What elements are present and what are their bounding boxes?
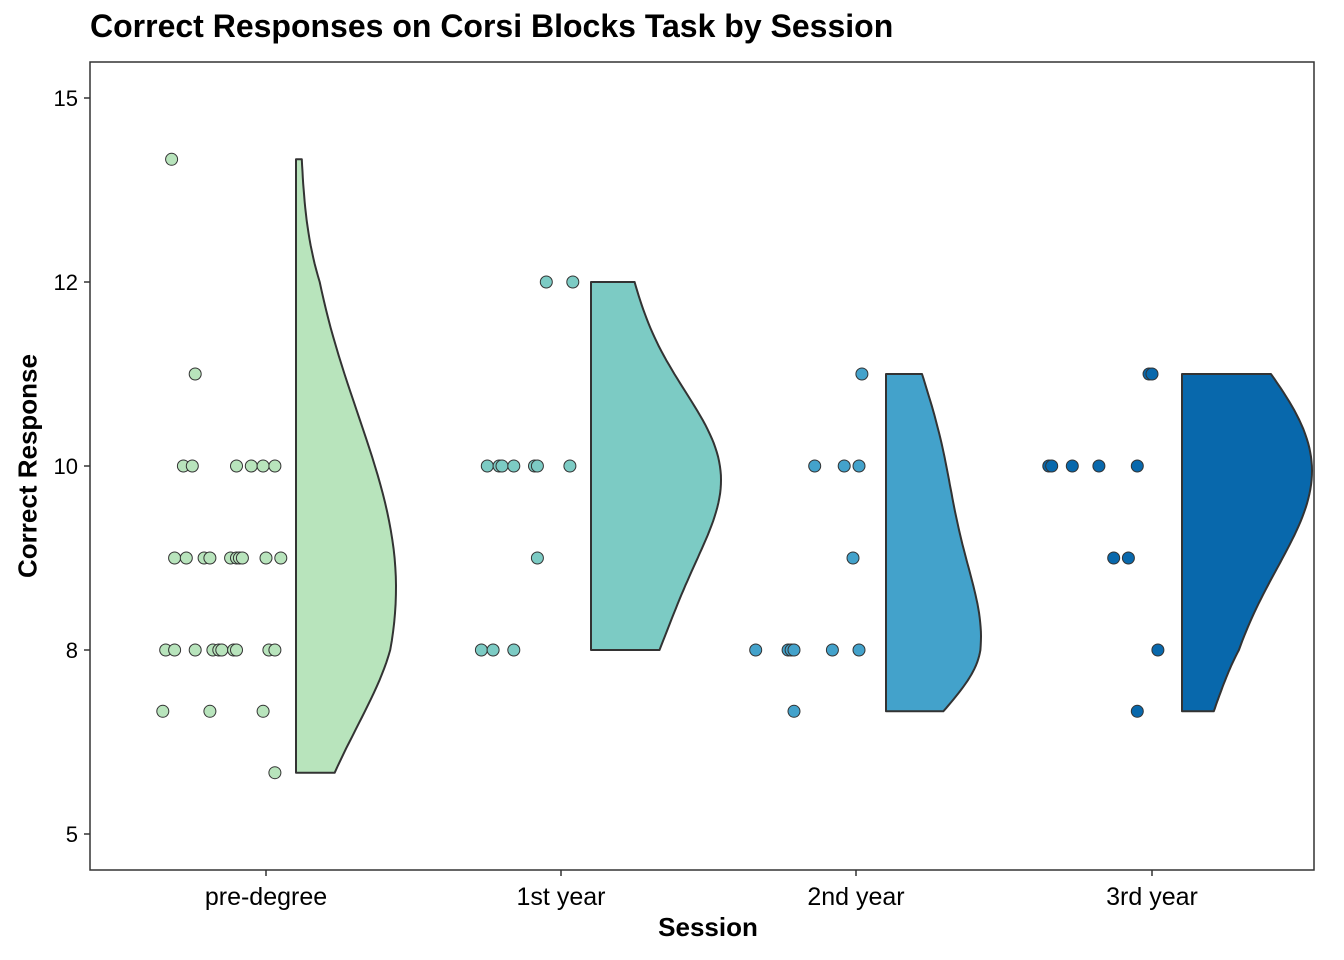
data-point <box>168 643 182 657</box>
data-point <box>749 643 763 657</box>
data-point <box>474 643 488 657</box>
y-tick-label: 10 <box>54 454 78 479</box>
data-point <box>230 643 243 657</box>
data-point <box>188 643 202 657</box>
y-axis: 5 8 10 12 15 <box>54 86 90 847</box>
data-point <box>507 459 521 473</box>
data-point <box>1107 551 1121 565</box>
data-point <box>179 551 193 565</box>
data-point <box>256 704 270 718</box>
data-point <box>256 459 270 473</box>
data-point <box>165 152 179 166</box>
y-tick-label: 8 <box>66 638 78 663</box>
data-point <box>230 459 243 473</box>
x-tick-label: 3rd year <box>1106 883 1198 911</box>
data-point <box>787 704 801 718</box>
data-point <box>268 459 282 473</box>
x-axis: pre-degree 1st year 2nd year 3rd year <box>205 870 1198 911</box>
data-point <box>855 367 869 381</box>
data-point <box>1065 459 1079 473</box>
x-tick-label: 2nd year <box>807 883 904 911</box>
data-point <box>244 459 258 473</box>
chart-title: Correct Responses on Corsi Blocks Task b… <box>90 8 894 44</box>
data-point <box>268 766 282 780</box>
x-tick-label: pre-degree <box>205 883 327 911</box>
data-point <box>188 367 202 381</box>
data-point <box>203 551 217 565</box>
y-tick-label: 12 <box>54 270 78 295</box>
density-cloud <box>885 373 982 713</box>
data-point <box>156 704 170 718</box>
density-cloud <box>295 158 397 774</box>
x-tick-label: 1st year <box>517 883 606 911</box>
data-point <box>566 275 580 289</box>
data-point <box>495 459 509 473</box>
data-point <box>825 643 839 657</box>
data-point <box>235 551 249 565</box>
y-tick-label: 5 <box>66 822 78 847</box>
data-point <box>1130 459 1144 473</box>
data-point <box>486 643 500 657</box>
points-layer <box>156 152 1165 780</box>
density-cloud <box>590 281 722 651</box>
data-point <box>837 459 851 473</box>
data-point <box>507 643 521 657</box>
data-point <box>268 643 282 657</box>
data-point <box>480 459 494 473</box>
data-point <box>1092 459 1106 473</box>
data-point <box>539 275 553 289</box>
data-point <box>1130 704 1144 718</box>
data-point <box>846 551 860 565</box>
data-point <box>185 459 199 473</box>
data-point <box>1121 551 1135 565</box>
data-point <box>563 459 577 473</box>
data-point <box>203 704 217 718</box>
data-point <box>215 643 229 657</box>
data-point <box>1145 367 1159 381</box>
data-point <box>274 551 288 565</box>
data-point <box>530 459 544 473</box>
data-point <box>530 551 544 565</box>
x-axis-label: Session <box>658 912 758 942</box>
data-point <box>259 551 273 565</box>
data-point <box>1045 459 1059 473</box>
data-point <box>852 459 866 473</box>
density-cloud <box>1181 373 1313 713</box>
data-point <box>1151 643 1165 657</box>
data-point <box>808 459 822 473</box>
data-point <box>787 643 801 657</box>
data-point <box>852 643 866 657</box>
density-layer <box>295 158 1313 774</box>
y-axis-label: Correct Response <box>12 354 43 578</box>
y-tick-label: 15 <box>54 86 78 111</box>
data-point <box>168 551 182 565</box>
